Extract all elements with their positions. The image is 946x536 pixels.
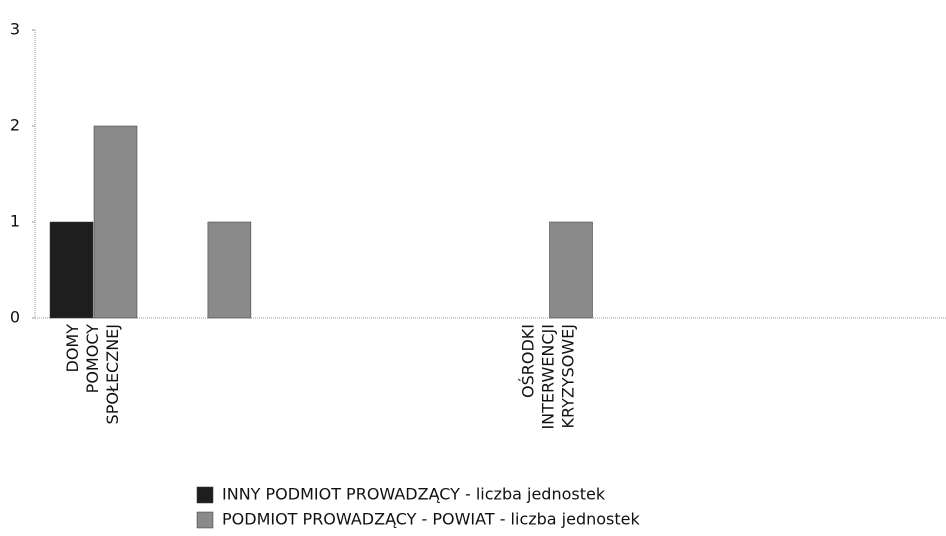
y-tick-label: 1 bbox=[10, 212, 20, 231]
bar bbox=[49, 221, 94, 319]
y-tick-label: 2 bbox=[10, 116, 20, 135]
legend-label: INNY PODMIOT PROWADZĄCY - liczba jednost… bbox=[222, 485, 606, 504]
legend-label: PODMIOT PROWADZĄCY - POWIAT - liczba jed… bbox=[222, 510, 641, 529]
legend-swatch bbox=[196, 486, 214, 504]
bar bbox=[549, 221, 593, 319]
y-tick-label: 3 bbox=[10, 20, 20, 39]
x-tick-label: OŚRODKIINTERWENCJIKRYZYSOWEJ bbox=[518, 324, 577, 430]
legend-swatch bbox=[196, 511, 214, 529]
bar bbox=[207, 221, 252, 319]
y-tick-label: 0 bbox=[10, 308, 20, 327]
x-tick-label: DOMYPOMOCYSPOŁECZNEJ bbox=[63, 324, 122, 425]
bar bbox=[93, 125, 138, 319]
